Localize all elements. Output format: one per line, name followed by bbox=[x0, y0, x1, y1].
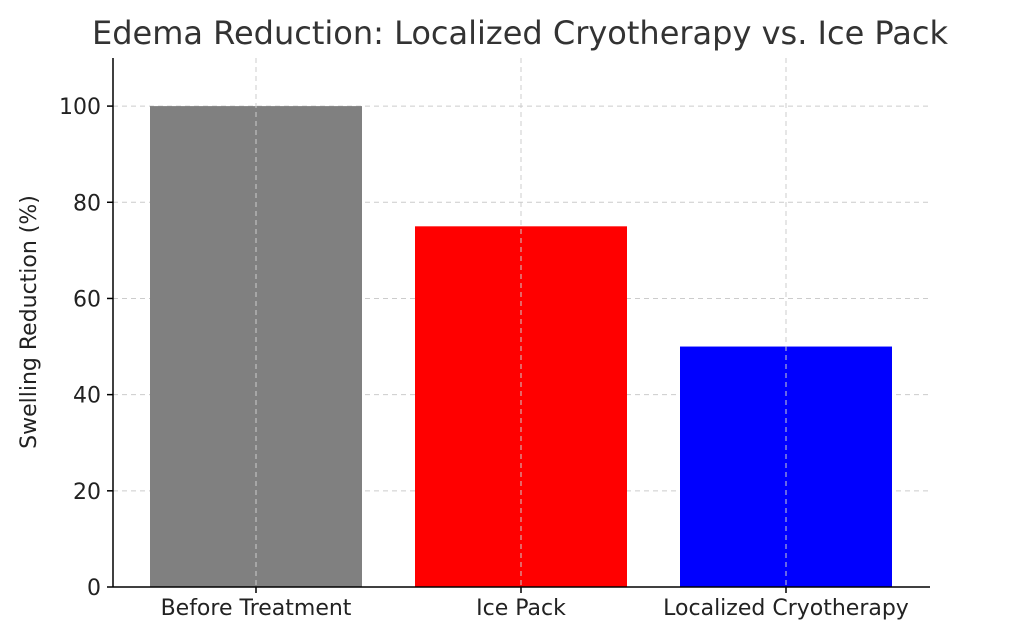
x-tick-label: Before Treatment bbox=[161, 596, 352, 621]
y-tick-label: 100 bbox=[59, 95, 101, 120]
x-tick-label: Localized Cryotherapy bbox=[663, 596, 909, 621]
chart-title: Edema Reduction: Localized Cryotherapy v… bbox=[92, 14, 949, 52]
y-axis-label: Swelling Reduction (%) bbox=[17, 195, 42, 449]
y-tick-label: 0 bbox=[87, 576, 101, 601]
x-ticks: Before Treatment Ice Pack Localized Cryoth… bbox=[161, 587, 909, 621]
y-tick-label: 40 bbox=[73, 384, 101, 409]
bar bbox=[415, 226, 627, 587]
y-tick-label: 20 bbox=[73, 480, 101, 505]
x-tick-label: Ice Pack bbox=[476, 596, 566, 621]
x-grid-lines bbox=[255, 58, 787, 587]
y-ticks: 0 20 40 60 80 100 bbox=[59, 95, 113, 601]
y-tick-label: 60 bbox=[73, 287, 101, 312]
y-tick-label: 80 bbox=[73, 191, 101, 216]
